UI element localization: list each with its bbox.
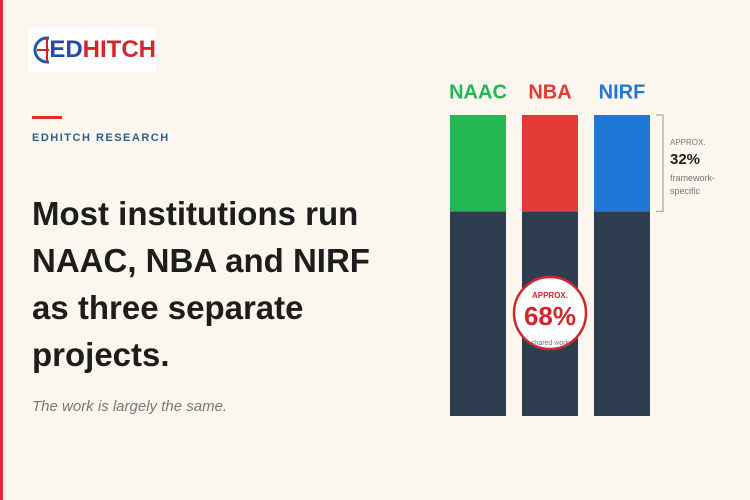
subtitle: The work is largely the same. xyxy=(32,398,228,415)
logo: ED HITCH xyxy=(28,28,156,72)
side-callout: APPROX. 32% framework-specific xyxy=(670,138,718,198)
logo-globe xyxy=(33,36,50,64)
accent-rule xyxy=(32,116,62,119)
category-label: NBA xyxy=(528,81,571,103)
bar-segment xyxy=(450,115,506,212)
headline-line: NAAC, NBA and NIRF xyxy=(32,242,370,279)
headline-line: as three separate xyxy=(32,289,304,326)
circle-prefix: APPROX. xyxy=(532,291,568,300)
logo-hitch: HITCH xyxy=(82,36,156,63)
headline-line: projects. xyxy=(32,336,170,373)
category-label: NAAC xyxy=(449,81,507,103)
callout-note: framework-specific xyxy=(670,173,716,196)
callout-value: 32% xyxy=(670,151,701,168)
eyebrow: EDHITCH RESEARCH xyxy=(32,132,170,144)
logo-ed: ED xyxy=(49,36,83,63)
callout-prefix: APPROX. xyxy=(670,138,706,147)
bar-segment xyxy=(522,115,578,212)
accent-strip xyxy=(0,0,3,500)
bar-segment xyxy=(594,115,650,212)
bracket xyxy=(656,114,664,212)
bar-segment xyxy=(594,211,650,416)
headline-line: Most institutions run xyxy=(32,195,359,232)
bar-segment xyxy=(450,211,506,416)
headline: Most institutions run NAAC, NBA and NIRF a… xyxy=(32,190,370,378)
circle-note: shared work xyxy=(531,340,570,347)
category-label: NIRF xyxy=(599,81,646,103)
callout-circle xyxy=(512,275,588,351)
circle-value: 68% xyxy=(524,301,576,331)
